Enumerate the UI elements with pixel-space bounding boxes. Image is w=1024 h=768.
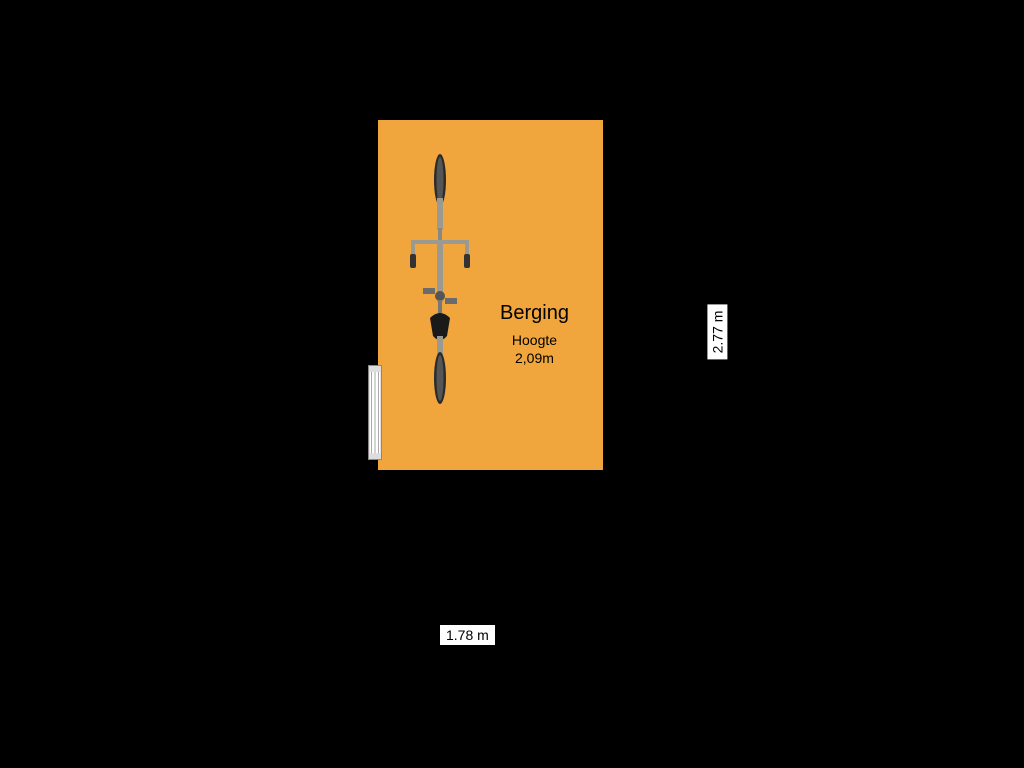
room-height-value: 2,09m (515, 350, 554, 366)
room-height-caption: Hoogte (512, 332, 557, 348)
room-height-label: Hoogte 2,09m (500, 331, 569, 367)
dimension-depth: 2.77 m (707, 305, 727, 360)
dimension-depth-text: 2.77 m (709, 311, 725, 354)
room-label-block: Berging Hoogte 2,09m (500, 302, 569, 367)
radiator (368, 365, 382, 460)
bicycle-icon (405, 150, 475, 415)
room-title: Berging (500, 302, 569, 325)
dimension-width: 1.78 m (440, 625, 495, 645)
dimension-width-text: 1.78 m (446, 627, 489, 643)
